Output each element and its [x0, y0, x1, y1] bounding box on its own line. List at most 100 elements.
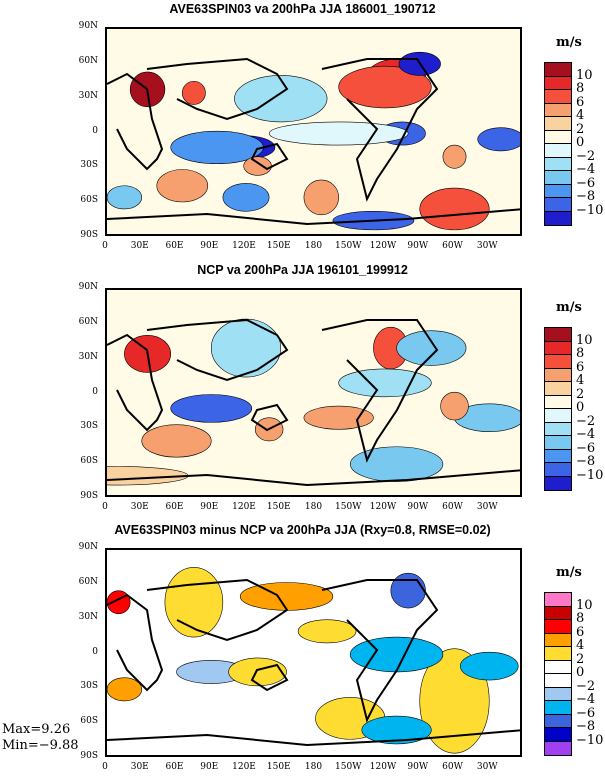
x-tick-label: 180 — [304, 762, 323, 772]
colorbar-swatch — [545, 130, 571, 144]
colorbar-swatch — [545, 328, 571, 342]
colorbar-label: 4 — [576, 638, 585, 653]
x-tick-label: 30W — [476, 762, 498, 772]
contour-blob — [181, 80, 206, 105]
y-tick-label: 60S — [80, 456, 98, 467]
x-tick-label: 150W — [335, 762, 362, 772]
colorbar-swatch — [545, 117, 571, 131]
y-tick-label: 90N — [78, 542, 98, 552]
colorbar-label: −10 — [576, 202, 604, 218]
x-tick-label: 180 — [304, 502, 323, 512]
colorbar-swatch — [545, 449, 571, 463]
coastlines — [107, 318, 520, 487]
x-tick-label: 60W — [442, 762, 463, 772]
x-tick-label: 0 — [102, 241, 108, 251]
x-tick-label: 150E — [266, 502, 291, 512]
x-tick-label: 150E — [266, 241, 291, 251]
colorbar-swatch — [545, 103, 571, 117]
colorbar-swatch — [545, 211, 571, 225]
colorbar-label: 2 — [576, 651, 585, 667]
x-tick-label: 120W — [369, 241, 397, 251]
y-tick-label: 90N — [78, 282, 98, 292]
x-tick-label: 30W — [476, 502, 498, 512]
colorbar-label: 8 — [576, 346, 585, 361]
colorbar-label: −2 — [576, 413, 596, 429]
map-field — [107, 29, 520, 234]
colorbar-label: 0 — [576, 400, 585, 415]
contour-blob — [170, 394, 253, 423]
contour-map — [105, 548, 522, 757]
stat-min: Min=−9.88 — [2, 738, 79, 753]
colorbar-label: −2 — [576, 678, 596, 694]
coastlines — [107, 578, 520, 747]
x-tick-label: 60E — [165, 762, 184, 772]
contour-blob — [164, 567, 224, 638]
x-tick-label: 150E — [266, 762, 291, 772]
x-tick-label: 90E — [200, 502, 219, 512]
colorbar-label: −10 — [576, 732, 604, 748]
x-tick-label: 90W — [407, 502, 429, 512]
contour-blob — [459, 651, 519, 681]
y-tick-label: 30N — [78, 611, 98, 622]
x-tick-label: 30E — [130, 241, 149, 251]
y-tick-label: 30S — [80, 160, 98, 171]
y-tick-label: 90N — [78, 21, 98, 31]
contour-blob — [210, 318, 282, 378]
x-tick-label: 30W — [476, 241, 498, 251]
contour-blob — [349, 446, 444, 482]
y-tick-label: 90S — [80, 230, 98, 240]
x-tick-label: 120E — [232, 762, 256, 772]
colorbar-label: 4 — [576, 373, 585, 388]
colorbar-swatch — [545, 476, 571, 490]
contour-blob — [361, 715, 432, 745]
contour-blob — [477, 127, 520, 152]
colorbar-swatch — [545, 184, 571, 198]
colorbar-swatch — [545, 355, 571, 369]
colorbar — [544, 62, 572, 226]
x-tick-label: 150W — [335, 241, 362, 251]
x-tick-label: 150W — [335, 502, 362, 512]
colorbar-label: −8 — [576, 719, 596, 734]
y-tick-label: 30S — [80, 681, 98, 692]
y-tick-label: 0 — [92, 646, 98, 657]
x-tick-label: 90W — [407, 762, 429, 772]
contour-map — [105, 288, 522, 497]
contour-map — [105, 27, 522, 236]
colorbar-label: −6 — [576, 440, 596, 456]
colorbar-swatch — [545, 422, 571, 436]
contour-blob — [419, 187, 490, 231]
colorbar-label: 6 — [576, 94, 585, 110]
colorbar-swatch — [545, 341, 571, 355]
colorbar-label: 10 — [576, 597, 593, 613]
contour-blob — [141, 424, 212, 458]
contour-blob — [243, 156, 272, 176]
x-tick-label: 60E — [165, 502, 184, 512]
colorbar-swatch — [545, 620, 571, 634]
colorbar-label: 10 — [576, 67, 593, 83]
colorbar-swatch — [545, 714, 571, 728]
colorbar-label: −8 — [576, 189, 596, 204]
contour-blob — [222, 183, 270, 212]
x-tick-label: 30E — [130, 762, 149, 772]
contour-blob — [442, 144, 467, 169]
colorbar-label: 4 — [576, 108, 585, 123]
x-tick-label: 60W — [442, 502, 463, 512]
y-tick-label: 60N — [78, 55, 98, 66]
y-tick-label: 60S — [80, 195, 98, 206]
y-tick-label: 60N — [78, 316, 98, 327]
colorbar-label: 0 — [576, 135, 585, 150]
y-tick-label: 90S — [80, 491, 98, 501]
y-tick-label: 60S — [80, 716, 98, 727]
x-tick-label: 120E — [232, 241, 256, 251]
colorbar-label: 10 — [576, 332, 593, 348]
contour-blob — [234, 75, 328, 123]
colorbar-unit: m/s — [556, 300, 582, 315]
x-tick-label: 90W — [407, 241, 429, 251]
contour-blob — [228, 657, 287, 687]
colorbar-label: −8 — [576, 454, 596, 469]
y-tick-label: 90S — [80, 751, 98, 761]
x-tick-label: 60E — [165, 241, 184, 251]
colorbar-swatch — [545, 395, 571, 409]
colorbar-swatch — [545, 157, 571, 171]
colorbar — [544, 327, 572, 491]
